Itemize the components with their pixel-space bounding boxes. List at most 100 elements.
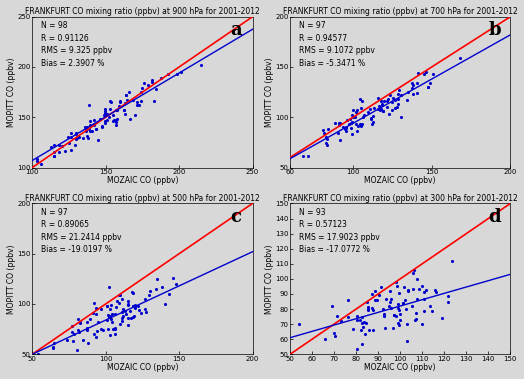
Point [395, 307, 403, 313]
Point [109, 118, 117, 124]
Point [347, 119, 356, 125]
Point [379, 312, 388, 318]
Point [129, 302, 137, 309]
Point [76, 319, 84, 325]
Point [81, 125, 90, 132]
Point [96, 306, 105, 312]
Point [100, 112, 108, 118]
Point [137, 89, 146, 96]
Point [165, 291, 173, 297]
Point [140, 296, 149, 302]
Point [353, 122, 362, 128]
Point [378, 101, 386, 107]
Point [122, 92, 130, 98]
Point [380, 325, 389, 331]
Point [101, 108, 110, 114]
Point [343, 297, 352, 303]
Point [397, 114, 406, 120]
Point [135, 307, 143, 313]
Point [385, 92, 394, 98]
Point [330, 330, 338, 336]
Point [409, 267, 418, 273]
Point [348, 326, 357, 332]
Point [402, 321, 411, 327]
Point [145, 292, 154, 298]
Point [412, 316, 420, 322]
Point [118, 306, 127, 312]
Point [347, 131, 356, 137]
Point [86, 316, 94, 322]
Point [320, 130, 329, 136]
Point [103, 303, 112, 309]
Point [400, 284, 408, 290]
Point [409, 83, 417, 89]
Point [123, 97, 131, 103]
Point [83, 327, 91, 334]
Point [72, 132, 81, 138]
Point [74, 316, 82, 322]
Point [370, 105, 378, 111]
Text: N = 98
R = 0.91126
RMS = 9.325 ppbv
Bias = 2.3907 %: N = 98 R = 0.91126 RMS = 9.325 ppbv Bias… [41, 21, 112, 68]
Point [103, 117, 111, 123]
Point [64, 134, 72, 140]
Point [361, 319, 369, 325]
Point [328, 303, 336, 309]
Point [385, 111, 393, 117]
Point [86, 122, 94, 128]
Point [99, 327, 107, 334]
Y-axis label: MOPITT CO (ppbv): MOPITT CO (ppbv) [265, 244, 274, 313]
Point [97, 326, 105, 332]
Point [363, 299, 371, 305]
Point [415, 287, 423, 293]
Point [122, 92, 130, 98]
Point [101, 110, 109, 116]
Point [92, 305, 101, 311]
Point [409, 270, 417, 276]
Point [160, 301, 169, 307]
Point [385, 302, 394, 309]
Point [104, 314, 113, 320]
Point [294, 321, 303, 327]
Point [426, 303, 434, 309]
Point [359, 324, 367, 330]
Point [116, 99, 124, 105]
Point [124, 301, 132, 307]
Point [367, 121, 376, 127]
Point [420, 308, 429, 314]
Point [71, 141, 80, 147]
Point [49, 153, 58, 159]
Point [362, 319, 370, 326]
Point [335, 120, 343, 126]
Point [108, 326, 117, 332]
Y-axis label: MOPITT CO (ppbv): MOPITT CO (ppbv) [7, 57, 16, 127]
Point [107, 302, 115, 308]
Point [358, 320, 366, 326]
Point [105, 283, 113, 290]
Point [379, 306, 387, 312]
Point [366, 116, 375, 122]
Point [356, 316, 364, 323]
Point [366, 105, 374, 111]
Text: c: c [231, 208, 242, 226]
Point [75, 329, 83, 335]
Point [388, 325, 397, 331]
Point [106, 106, 114, 112]
X-axis label: MOZAIC CO (ppbv): MOZAIC CO (ppbv) [106, 363, 178, 372]
Point [377, 97, 385, 103]
Point [177, 69, 185, 75]
Point [72, 136, 80, 142]
Point [357, 121, 366, 127]
Point [349, 114, 357, 120]
Point [396, 317, 404, 323]
Point [151, 286, 160, 292]
Point [371, 297, 379, 303]
Point [68, 329, 77, 335]
Point [363, 307, 372, 313]
Point [93, 328, 101, 334]
Point [73, 135, 81, 141]
Point [388, 99, 397, 105]
Point [347, 112, 356, 118]
Point [391, 97, 399, 103]
Point [127, 315, 135, 321]
Point [322, 140, 331, 146]
